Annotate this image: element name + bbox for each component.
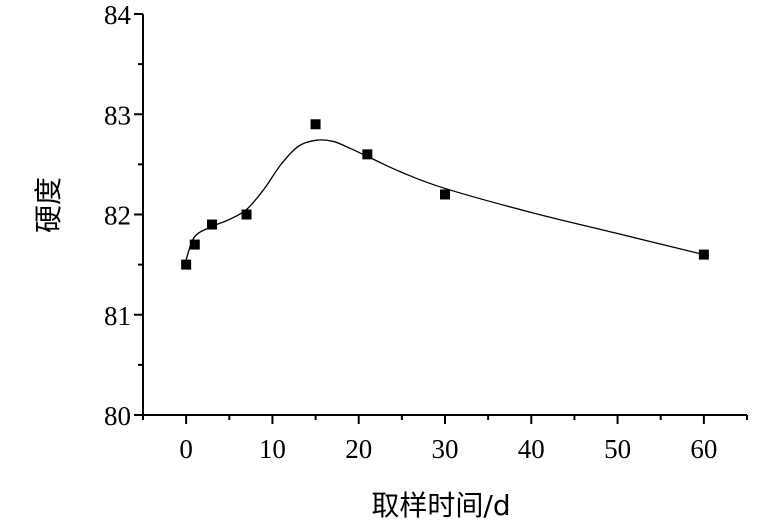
data-points [181,119,709,270]
data-point [440,189,450,200]
data-point [310,119,321,130]
data-point [698,249,709,260]
x-tick-label: 60 [690,434,717,464]
data-point [189,239,200,250]
x-tick-label: 0 [179,434,193,464]
y-tick-label: 80 [104,401,131,431]
data-point [181,259,192,270]
fit-curve-line [185,139,705,260]
data-point [207,219,218,230]
y-tick-label: 83 [104,100,131,130]
x-tick-label: 40 [518,434,545,464]
x-tick-label: 30 [432,434,459,464]
y-tick-label: 84 [104,0,132,30]
ticks: 0 10 20 30 40 50 60 80 81 82 83 84 [104,0,748,464]
x-tick-label: 50 [604,434,631,464]
x-tick-label: 20 [345,434,372,464]
y-tick-label: 82 [104,201,131,231]
fit-curve-layer [185,139,705,260]
data-point [362,149,373,160]
y-axis-title: 硬度 [32,177,65,233]
x-tick-label: 10 [259,434,286,464]
x-axis-title: 取样时间/d [371,489,510,522]
axes [142,14,747,416]
data-point [241,209,252,220]
y-tick-label: 81 [104,301,131,331]
